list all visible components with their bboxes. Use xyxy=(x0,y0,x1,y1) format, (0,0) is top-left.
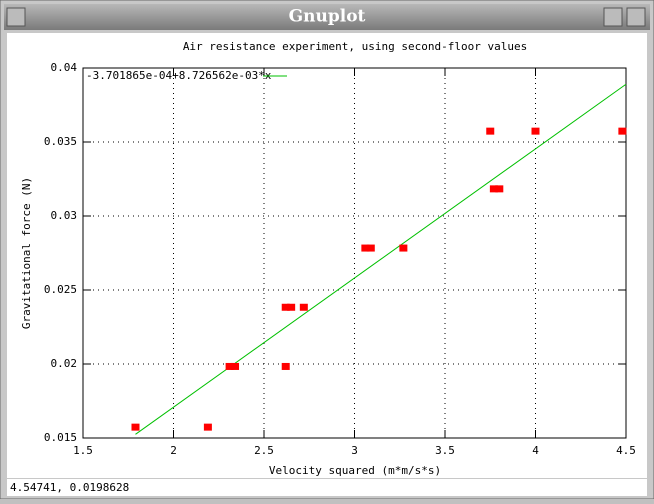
x-tick-label: 4.5 xyxy=(616,444,636,457)
y-tick-label: 0.025 xyxy=(44,283,77,296)
data-point xyxy=(366,244,375,252)
data-point xyxy=(531,127,540,135)
data-point xyxy=(225,362,234,370)
x-tick-label: 1.5 xyxy=(73,444,93,457)
data-point xyxy=(281,303,290,311)
data-point xyxy=(618,127,627,135)
window-title: Gnuplot xyxy=(289,7,366,27)
y-tick-label: 0.02 xyxy=(51,357,78,370)
data-point xyxy=(361,244,370,252)
y-tick-label: 0.015 xyxy=(44,431,77,444)
x-tick-label: 2 xyxy=(170,444,177,457)
data-point xyxy=(287,303,296,311)
data-point xyxy=(495,185,504,193)
data-point xyxy=(203,423,212,431)
legend-label: -3.701865e-04+8.726562e-03*x xyxy=(86,69,272,82)
status-bar xyxy=(7,479,647,496)
data-point xyxy=(131,423,140,431)
data-point xyxy=(299,303,308,311)
y-tick-label: 0.04 xyxy=(51,61,78,74)
data-point xyxy=(486,127,495,135)
x-tick-label: 2.5 xyxy=(254,444,274,457)
x-axis-label: Velocity squared (m*m/s*s) xyxy=(269,464,441,477)
x-tick-label: 3 xyxy=(351,444,358,457)
data-point xyxy=(231,362,240,370)
x-tick-label: 3.5 xyxy=(435,444,455,457)
data-point xyxy=(489,185,498,193)
plot: Air resistance experiment, using second-… xyxy=(20,40,636,477)
x-tick-label: 4 xyxy=(532,444,539,457)
status-text: 4.54741, 0.0198628 xyxy=(10,481,129,494)
chart-title: Air resistance experiment, using second-… xyxy=(183,40,527,53)
plot-canvas xyxy=(7,33,647,478)
menu-button[interactable] xyxy=(6,7,26,27)
maximize-button[interactable] xyxy=(626,7,646,27)
data-point xyxy=(281,362,290,370)
minimize-button[interactable] xyxy=(603,7,623,27)
y-axis-label: Gravitational force (N) xyxy=(20,177,33,329)
y-tick-label: 0.03 xyxy=(51,209,78,222)
fit-line xyxy=(135,83,627,435)
plot-border xyxy=(82,67,627,439)
y-tick-label: 0.035 xyxy=(44,135,77,148)
title-bar xyxy=(4,4,650,30)
data-point xyxy=(399,244,408,252)
